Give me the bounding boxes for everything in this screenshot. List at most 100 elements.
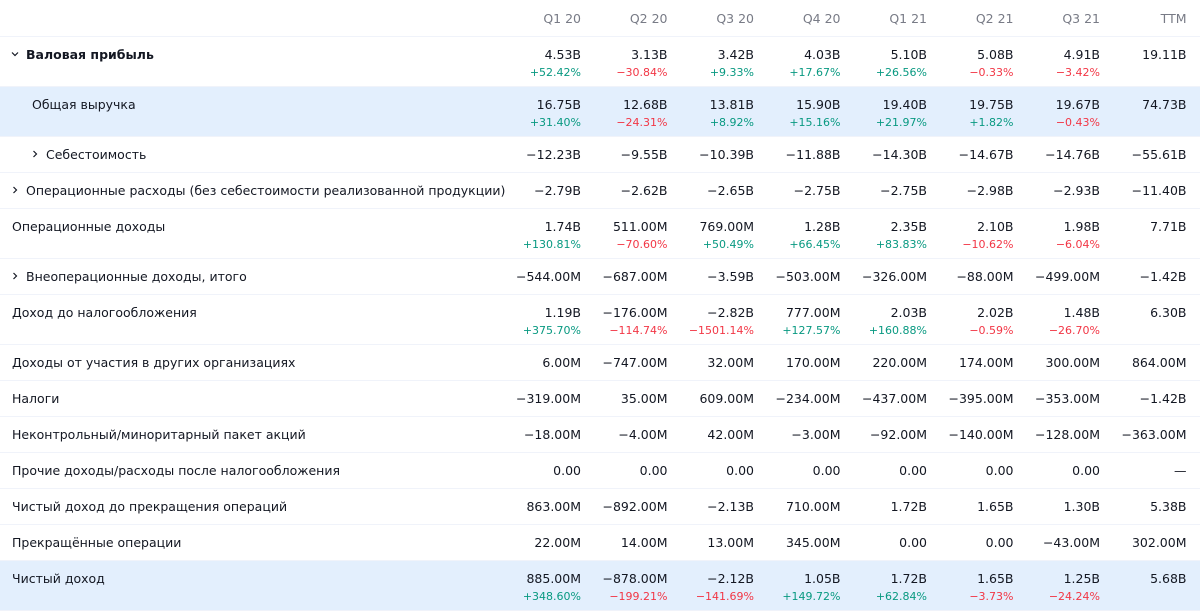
value-cell: 5.38B — [1150, 499, 1187, 514]
value-cell: 777.00M — [785, 305, 841, 320]
change-cell: −199.21% — [609, 590, 668, 603]
change-cell: −1501.14% — [688, 324, 754, 337]
value-cell: 2.10B — [977, 219, 1014, 234]
value-cell: 74.73B — [1142, 97, 1187, 112]
expand-toggle[interactable] — [10, 271, 20, 281]
value-cell: −687.00M — [602, 269, 668, 284]
change-cell: −3.42% — [1055, 66, 1100, 79]
value-cell: −2.79B — [534, 183, 581, 198]
value-cell: −1.42B — [1139, 391, 1187, 406]
value-cell: 864.00M — [1131, 355, 1187, 370]
value-cell: 220.00M — [872, 355, 927, 370]
value-cell: −363.00M — [1121, 427, 1187, 442]
value-cell: −3.00M — [791, 427, 841, 442]
row-label: Операционные доходы — [12, 219, 166, 234]
column-header: Q2 21 — [975, 11, 1014, 26]
change-cell: +127.57% — [782, 324, 841, 337]
value-cell: 1.74B — [544, 219, 581, 234]
value-cell: −326.00M — [862, 269, 927, 284]
value-cell: −11.88B — [785, 147, 841, 162]
value-cell: 0.00 — [1072, 463, 1100, 478]
row-label: Налоги — [12, 391, 60, 406]
value-cell: 885.00M — [526, 571, 581, 586]
change-cell: −24.31% — [616, 116, 668, 129]
value-cell: 511.00M — [612, 219, 668, 234]
table-row: Доходы от участия в других организациях 6… — [0, 345, 1200, 381]
value-cell: 0.00 — [639, 463, 668, 478]
value-cell: 7.71B — [1150, 219, 1187, 234]
value-cell: −2.75B — [793, 183, 841, 198]
value-cell: 0.00 — [985, 535, 1014, 550]
value-cell: 1.48B — [1063, 305, 1100, 320]
table-row: Доход до налогообложения 1.19B −176.00M −2.… — [0, 295, 1200, 345]
value-cell: −55.61B — [1131, 147, 1187, 162]
value-cell: 19.40B — [882, 97, 927, 112]
value-cell: −319.00M — [516, 391, 581, 406]
value-cell: 0.00 — [726, 463, 754, 478]
value-cell: 710.00M — [785, 499, 841, 514]
row-label: Чистый доход — [12, 571, 105, 586]
table-row: Общая выручка 16.75B 12.68B 13.81B 15.90B 19.… — [0, 87, 1200, 137]
value-cell: 769.00M — [699, 219, 754, 234]
change-cell: −141.69% — [695, 590, 754, 603]
value-cell: 1.19B — [544, 305, 581, 320]
value-cell: −437.00M — [862, 391, 927, 406]
header-row: Q1 20 Q2 20 Q3 20 Q4 20 Q1 21 Q2 21 Q3 21 TTM — [0, 0, 1200, 37]
value-cell: 1.98B — [1063, 219, 1100, 234]
value-cell: −2.13B — [707, 499, 754, 514]
change-cell: +348.60% — [522, 590, 581, 603]
value-cell: −2.62B — [620, 183, 668, 198]
column-header: Q3 21 — [1062, 11, 1100, 26]
value-cell: 0.00 — [553, 463, 581, 478]
value-cell: 609.00M — [699, 391, 754, 406]
value-cell: 16.75B — [536, 97, 581, 112]
value-cell: −3.59B — [707, 269, 754, 284]
expand-toggle[interactable] — [30, 149, 40, 159]
change-cell: +83.83% — [875, 238, 927, 251]
value-cell: −544.00M — [516, 269, 581, 284]
value-cell: −2.12B — [707, 571, 754, 586]
table-row: Операционные расходы (без себестоимости … — [0, 173, 1200, 209]
row-label: Себестоимость — [46, 147, 147, 162]
value-cell: 19.11B — [1142, 47, 1187, 62]
value-cell: −92.00M — [869, 427, 927, 442]
value-cell: −234.00M — [775, 391, 841, 406]
change-cell: +52.42% — [529, 66, 581, 79]
value-cell: 1.25B — [1063, 571, 1100, 586]
value-cell: 302.00M — [1131, 535, 1187, 550]
value-cell: 5.10B — [890, 47, 927, 62]
row-label: Доход до налогообложения — [12, 305, 197, 320]
change-cell: −26.70% — [1048, 324, 1100, 337]
row-label: Доходы от участия в других организациях — [12, 355, 296, 370]
change-cell: −114.74% — [609, 324, 668, 337]
expand-toggle[interactable] — [10, 185, 20, 195]
value-cell: −11.40B — [1131, 183, 1187, 198]
change-cell: −6.04% — [1055, 238, 1100, 251]
value-cell: −88.00M — [956, 269, 1014, 284]
value-cell: 13.00M — [707, 535, 754, 550]
change-cell: −0.43% — [1055, 116, 1100, 129]
change-cell: +21.97% — [875, 116, 927, 129]
change-cell: −3.73% — [969, 590, 1014, 603]
value-cell: 22.00M — [534, 535, 581, 550]
value-cell: −43.00M — [1042, 535, 1100, 550]
row-label: Общая выручка — [32, 97, 136, 112]
table-row: Чистый доход до прекращения операций 863.… — [0, 489, 1200, 525]
value-cell: 35.00M — [620, 391, 668, 406]
value-cell: 14.00M — [620, 535, 668, 550]
column-header: Q4 20 — [802, 11, 841, 26]
change-cell: +130.81% — [522, 238, 581, 251]
column-header: TTM — [1160, 11, 1187, 26]
value-cell: 174.00M — [958, 355, 1014, 370]
row-label: Операционные расходы (без себестоимости … — [26, 183, 506, 198]
change-cell: +17.67% — [789, 66, 841, 79]
value-cell: 2.03B — [890, 305, 927, 320]
expand-toggle[interactable] — [10, 49, 20, 59]
value-cell: 5.68B — [1150, 571, 1187, 586]
value-cell: −353.00M — [1035, 391, 1100, 406]
value-cell: 0.00 — [899, 535, 927, 550]
table-row: Валовая прибыль 4.53B 3.13B 3.42B 4.03B 5.10B… — [0, 37, 1200, 87]
change-cell: +149.72% — [782, 590, 841, 603]
value-cell: −128.00M — [1035, 427, 1100, 442]
value-cell: 863.00M — [526, 499, 581, 514]
